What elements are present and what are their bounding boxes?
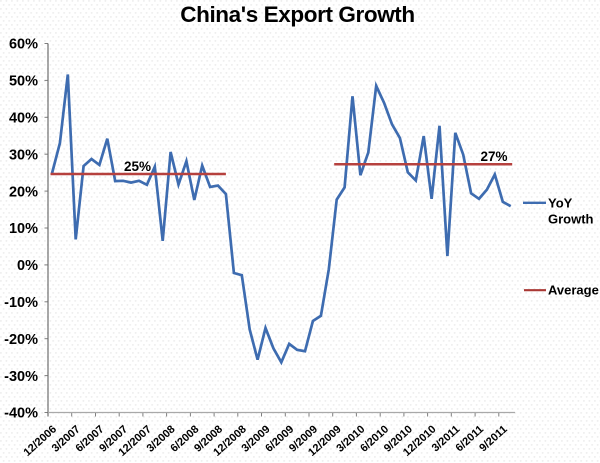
svg-text:YoY: YoY	[548, 196, 573, 211]
svg-text:-40%: -40%	[4, 406, 38, 422]
svg-text:60%: 60%	[9, 37, 38, 53]
svg-text:10%: 10%	[9, 221, 38, 237]
svg-text:0%: 0%	[17, 258, 38, 274]
svg-text:-20%: -20%	[4, 332, 38, 348]
svg-text:Growth: Growth	[548, 212, 594, 227]
svg-text:50%: 50%	[9, 74, 38, 90]
svg-text:25%: 25%	[124, 159, 151, 174]
svg-text:30%: 30%	[9, 147, 38, 163]
svg-text:40%: 40%	[9, 111, 38, 127]
svg-text:China's Export Growth: China's Export Growth	[180, 2, 414, 27]
svg-text:27%: 27%	[480, 149, 507, 164]
svg-text:-10%: -10%	[4, 295, 38, 311]
svg-text:12/2006: 12/2006	[21, 423, 59, 459]
svg-text:Average: Average	[548, 283, 599, 298]
svg-text:20%: 20%	[9, 184, 38, 200]
svg-text:-30%: -30%	[4, 369, 38, 385]
